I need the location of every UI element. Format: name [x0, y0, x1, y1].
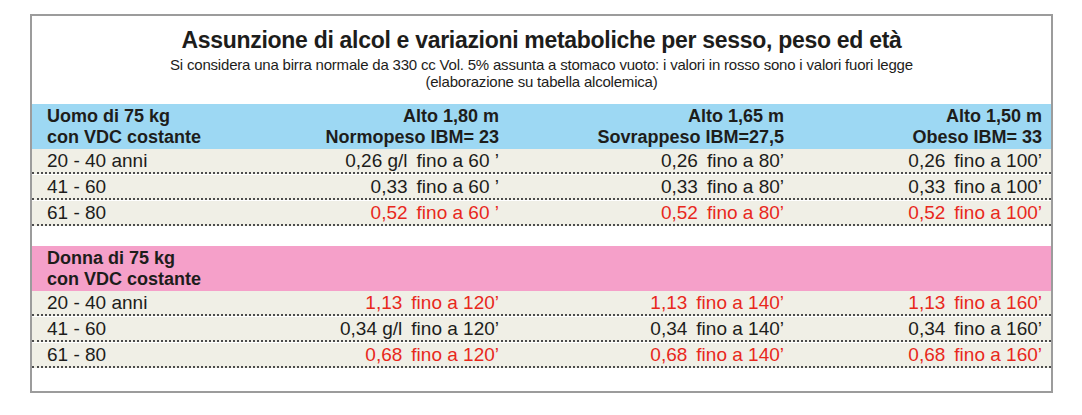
table-row: 61 - 80 0,52 fino a 60 ’ 0,52 fino a 80’ 0… — [32, 201, 1051, 226]
value-cell: 1,13 fino a 160’ — [784, 292, 1042, 314]
alcohol-table-panel: Assunzione di alcol e variazioni metabol… — [30, 14, 1053, 393]
value-cell: 0,68 fino a 120’ — [202, 344, 499, 366]
age-cell: 20 - 40 anni — [47, 292, 202, 314]
group-label-line1: Uomo di 75 kg — [47, 106, 202, 127]
value-time: fino a 100’ — [954, 202, 1042, 223]
value-number: 0,34 — [908, 318, 945, 339]
value-time: fino a 60 ’ — [417, 150, 499, 171]
table-note: (elaborazione su tabella alcolemica) — [32, 73, 1051, 90]
value-time: fino a 100’ — [954, 176, 1042, 197]
table-row: 20 - 40 anni 1,13 fino a 120’ 1,13 fino a … — [32, 291, 1051, 316]
column-header-normopeso: Alto 1,80 m Normopeso IBM= 23 — [202, 106, 499, 148]
section-header-uomo: Uomo di 75 kg con VDC costante Alto 1,80… — [32, 104, 1051, 149]
value-cell: 1,13 fino a 120’ — [202, 292, 499, 314]
value-cell: 0,34 fino a 160’ — [784, 318, 1042, 340]
value-cell: 0,68 fino a 140’ — [499, 344, 784, 366]
group-label-line1: Donna di 75 kg — [47, 248, 202, 269]
value-number: 0,68 — [650, 344, 687, 365]
column-header-line1: Alto 1,80 m — [202, 106, 499, 127]
column-header-line2: Normopeso IBM= 23 — [202, 127, 499, 148]
column-header-line2: Obeso IBM= 33 — [784, 127, 1042, 148]
value-cell: 0,52 fino a 60 ’ — [202, 202, 499, 224]
table-title: Assunzione di alcol e variazioni metabol… — [32, 27, 1051, 53]
value-cell: 0,33 fino a 80’ — [499, 176, 784, 198]
column-header-obeso: Alto 1,50 m Obeso IBM= 33 — [784, 106, 1042, 148]
value-number: 0,33 — [908, 176, 945, 197]
value-number: 0,34 — [650, 318, 687, 339]
value-time: fino a 140’ — [696, 344, 784, 365]
column-header-line1: Alto 1,50 m — [784, 106, 1042, 127]
value-time: fino a 80’ — [707, 150, 784, 171]
value-time: fino a 160’ — [954, 292, 1042, 313]
value-cell: 0,26 fino a 80’ — [499, 150, 784, 172]
age-cell: 20 - 40 anni — [47, 150, 202, 172]
table-row: 41 - 60 0,33 fino a 60 ’ 0,33 fino a 80’ 0… — [32, 175, 1051, 200]
value-number: 1,13 — [908, 292, 945, 313]
value-time: fino a 60 ’ — [417, 202, 499, 223]
value-number: 0,26 — [661, 150, 698, 171]
column-header-line2: Sovrappeso IBM=27,5 — [499, 127, 784, 148]
value-number: 0,26 g/l — [345, 150, 407, 171]
value-time: fino a 80’ — [707, 176, 784, 197]
value-cell: 0,52 fino a 100’ — [784, 202, 1042, 224]
value-number: 0,52 — [908, 202, 945, 223]
table-row: 20 - 40 anni 0,26 g/l fino a 60 ’ 0,26 fin… — [32, 149, 1051, 174]
column-header-line1: Alto 1,65 m — [499, 106, 784, 127]
value-time: fino a 100’ — [954, 150, 1042, 171]
value-cell: 1,13 fino a 140’ — [499, 292, 784, 314]
value-number: 0,68 — [365, 344, 402, 365]
section-header-donna: Donna di 75 kg con VDC costante — [32, 246, 1051, 291]
value-cell: 0,26 g/l fino a 60 ’ — [202, 150, 499, 172]
value-cell: 0,33 fino a 60 ’ — [202, 176, 499, 198]
value-number: 0,52 — [661, 202, 698, 223]
value-time: fino a 160’ — [954, 344, 1042, 365]
group-label-line2: con VDC costante — [47, 269, 202, 290]
value-cell: 0,34 fino a 140’ — [499, 318, 784, 340]
value-time: fino a 140’ — [696, 292, 784, 313]
value-number: 1,13 — [365, 292, 402, 313]
age-cell: 41 - 60 — [47, 318, 202, 340]
value-cell: 0,26 fino a 100’ — [784, 150, 1042, 172]
value-number: 0,52 — [371, 202, 408, 223]
title-block: Assunzione di alcol e variazioni metabol… — [32, 16, 1051, 90]
group-label-line2: con VDC costante — [47, 127, 202, 148]
age-cell: 41 - 60 — [47, 176, 202, 198]
value-number: 0,34 g/l — [340, 318, 402, 339]
value-time: fino a 60 ’ — [417, 176, 499, 197]
value-number: 0,68 — [908, 344, 945, 365]
group-label-donna: Donna di 75 kg con VDC costante — [47, 248, 202, 290]
value-cell: 0,68 fino a 160’ — [784, 344, 1042, 366]
value-number: 0,33 — [661, 176, 698, 197]
group-label-uomo: Uomo di 75 kg con VDC costante — [47, 106, 202, 148]
value-number: 0,33 — [371, 176, 408, 197]
table-row: 41 - 60 0,34 g/l fino a 120’ 0,34 fino a 1… — [32, 317, 1051, 342]
value-cell: 0,52 fino a 80’ — [499, 202, 784, 224]
value-number: 0,26 — [908, 150, 945, 171]
value-time: fino a 80’ — [707, 202, 784, 223]
age-cell: 61 - 80 — [47, 344, 202, 366]
value-time: fino a 140’ — [696, 318, 784, 339]
table-subtitle: Si considera una birra normale da 330 cc… — [32, 56, 1051, 73]
value-time: fino a 120’ — [411, 344, 499, 365]
value-time: fino a 160’ — [954, 318, 1042, 339]
value-cell: 0,34 g/l fino a 120’ — [202, 318, 499, 340]
table-row: 61 - 80 0,68fino a 120’ 0,68fino a 140’ … — [32, 343, 1051, 368]
column-header-sovrappeso: Alto 1,65 m Sovrappeso IBM=27,5 — [499, 106, 784, 148]
value-cell: 0,33 fino a 100’ — [784, 176, 1042, 198]
age-cell: 61 - 80 — [47, 202, 202, 224]
value-time: fino a 120’ — [411, 292, 499, 313]
value-time: fino a 120’ — [411, 318, 499, 339]
value-number: 1,13 — [650, 292, 687, 313]
